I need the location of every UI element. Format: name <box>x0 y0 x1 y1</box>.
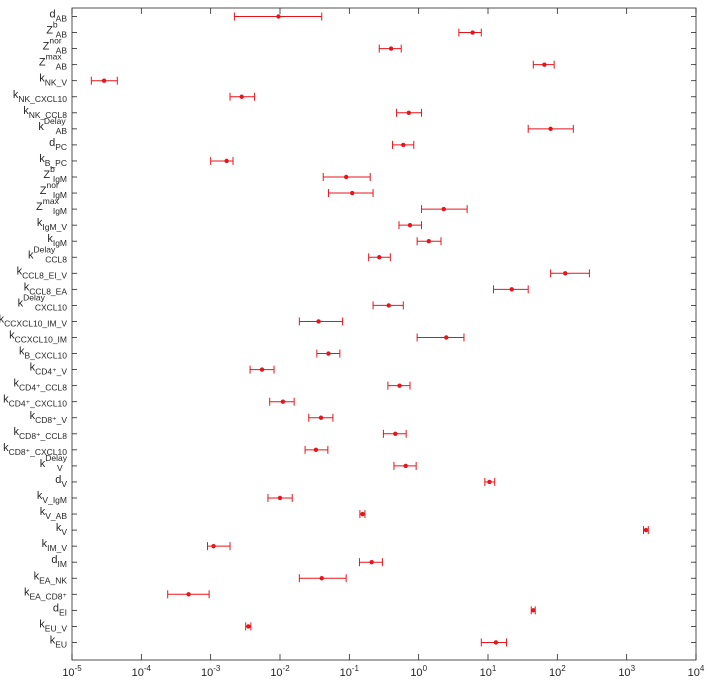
estimate-point <box>377 255 382 260</box>
x-axis-tick-labels: 10-5 10-4 10-3 10-2 10-1 100 101 102 103 104 <box>62 664 705 679</box>
parameter-label: kEA_NK <box>34 570 68 585</box>
estimate-point <box>277 495 283 501</box>
parameter-label: Zmax AB <box>39 52 67 72</box>
estimate-point <box>343 174 349 180</box>
parameter-label: kCCXCL10_IM_V <box>0 313 67 328</box>
parameter-label: kCCL8_EI_V <box>17 265 68 280</box>
estimate-point <box>393 431 398 436</box>
estimate-point <box>426 239 431 244</box>
estimate-point <box>246 624 251 629</box>
parameter-label: kCD4⁺_CXCL10 <box>3 394 67 409</box>
estimate-point <box>211 543 216 549</box>
x-tick-label: 10-2 <box>270 664 290 678</box>
estimate-point <box>224 158 229 164</box>
estimate-point <box>444 335 449 340</box>
x-tick-label: 102 <box>549 664 566 678</box>
parameter-label: kCD8⁺_CCL8 <box>14 426 68 441</box>
estimate-point <box>388 46 394 51</box>
x-tick-label: 10-1 <box>340 664 360 678</box>
plot-area <box>71 7 697 661</box>
parameter-label: kDelay CXCL10 <box>18 292 68 312</box>
estimate-point <box>276 14 281 19</box>
parameter-label: kEU_V <box>39 618 67 633</box>
estimate-point <box>403 463 408 469</box>
estimate-point <box>186 592 191 597</box>
estimate-point <box>259 367 265 372</box>
parameter-label: kCD4⁺_CCL8 <box>14 378 68 393</box>
parameter-label: dV <box>55 474 67 489</box>
parameter-label: Zb IgM <box>43 164 67 184</box>
parameter-label: dPC <box>49 137 67 152</box>
estimate-point <box>313 447 319 453</box>
estimate-point <box>397 383 402 388</box>
parameter-label: Zb AB <box>46 20 67 40</box>
parameter-label: kEU <box>50 634 67 649</box>
estimate-point <box>239 94 244 99</box>
estimate-point <box>487 479 492 485</box>
parameter-label: kIgM <box>47 233 67 248</box>
parameter-label: kCCL8_EA <box>24 281 68 296</box>
estimate-point <box>350 190 355 196</box>
estimate-point <box>101 78 107 83</box>
parameter-label: dIM <box>51 554 67 569</box>
x-tick-label: 10-5 <box>62 664 82 678</box>
parameter-label: kCD8⁺_V <box>30 410 68 425</box>
parameter-label: kDelay CCL8 <box>28 244 67 264</box>
parameter-label: kCCXCL10_IM <box>9 330 67 345</box>
estimate-point <box>318 415 324 420</box>
estimate-point <box>509 287 514 292</box>
parameter-label: kIgM_V <box>37 217 67 232</box>
parameter-label: Znor IgM <box>40 180 67 200</box>
parameter-label: dEI <box>53 602 67 617</box>
parameter-label: kEA_CD8⁺ <box>24 586 67 601</box>
parameter-label: Znor AB <box>43 36 68 56</box>
estimate-point <box>401 142 406 148</box>
parameter-label: kV <box>56 522 68 537</box>
parameter-label: kCD8⁺_CXCL10 <box>3 442 67 457</box>
estimate-point <box>441 206 446 212</box>
estimate-point <box>563 271 568 276</box>
parameter-label: kIM_V <box>42 538 68 553</box>
estimate-point <box>280 399 286 404</box>
parameter-label: kDelay AB <box>38 116 67 136</box>
parameter-label: kCD4⁺_V <box>30 362 68 377</box>
parameter-label: kNK_CXCL10 <box>13 89 67 104</box>
x-tick-label: 101 <box>480 664 497 678</box>
parameter-label: kB_CXCL10 <box>19 346 67 361</box>
estimate-point <box>548 126 553 132</box>
parameter-label: Zmax IgM <box>36 196 67 216</box>
estimate-point <box>470 30 475 35</box>
estimate-point <box>493 640 499 645</box>
estimate-point <box>360 511 365 517</box>
estimate-point <box>319 576 324 581</box>
parameter-label: dAB <box>50 9 68 24</box>
parameter-label: kV_IgM <box>37 490 67 505</box>
parameter-label: kNK_CCL8 <box>23 105 67 120</box>
parameter-label: kNK_V <box>39 73 67 88</box>
x-axis-ticks <box>71 8 697 660</box>
estimate-point <box>643 527 649 533</box>
x-tick-label: 103 <box>618 664 635 678</box>
parameter-label: kV_AB <box>40 506 68 521</box>
error-bars <box>90 12 649 647</box>
estimate-point <box>316 319 321 324</box>
parameter-label: kDelay V <box>40 453 68 473</box>
x-tick-label: 104 <box>688 664 705 678</box>
x-tick-label: 100 <box>410 664 427 678</box>
estimate-point <box>542 62 547 67</box>
x-tick-label: 10-4 <box>132 664 152 678</box>
estimate-point <box>406 110 411 116</box>
estimate-point <box>407 222 413 228</box>
estimate-point <box>369 560 374 565</box>
estimate-point <box>386 303 391 308</box>
estimate-point <box>326 351 331 356</box>
estimate-point <box>531 608 536 613</box>
parameter-label: kB_PC <box>39 153 67 168</box>
x-tick-label: 10-3 <box>201 664 221 678</box>
